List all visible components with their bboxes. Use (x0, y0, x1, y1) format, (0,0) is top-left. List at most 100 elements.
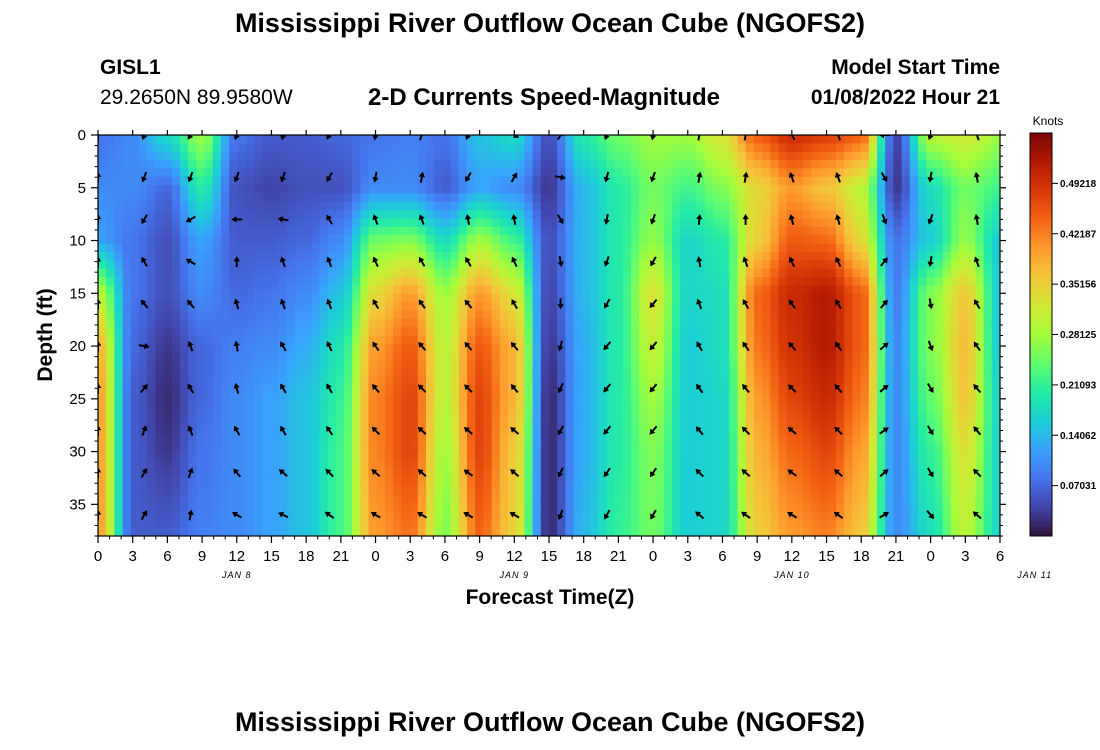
heatmap-cell (598, 185, 607, 195)
heatmap-cell (934, 368, 944, 378)
heatmap-cell (909, 527, 919, 536)
heatmap-cell (737, 160, 747, 170)
heatmap-cell (942, 235, 952, 245)
heatmap-cell (909, 335, 919, 345)
heatmap-cell (327, 444, 337, 454)
heatmap-cell (393, 419, 402, 428)
heatmap-cell (754, 377, 763, 387)
heatmap-cell (549, 268, 558, 278)
heatmap-cell (303, 210, 312, 220)
heatmap-cell (581, 302, 591, 312)
heatmap-cell (540, 385, 550, 395)
heatmap-cell (639, 393, 648, 403)
heatmap-cell (516, 435, 525, 445)
heatmap-cell (803, 469, 812, 479)
heatmap-cell (836, 435, 845, 445)
heatmap-cell (368, 360, 378, 370)
heatmap-cell (139, 435, 148, 445)
heatmap-cell (836, 494, 845, 504)
heatmap-cell (467, 502, 476, 512)
heatmap-cell (721, 368, 730, 378)
heatmap-cell (417, 527, 427, 536)
heatmap-cell (245, 293, 255, 303)
heatmap-cell (122, 226, 132, 236)
heatmap-cell (385, 176, 394, 186)
heatmap-cell (417, 135, 427, 144)
heatmap-cell (286, 318, 296, 328)
heatmap-cell (139, 393, 148, 403)
heatmap-cell (147, 435, 156, 445)
heatmap-cell (344, 494, 353, 504)
heatmap-cell (475, 527, 484, 536)
heatmap-cell (401, 268, 411, 278)
heatmap-cell (376, 277, 386, 286)
heatmap-cell (368, 260, 378, 270)
heatmap-cell (540, 135, 550, 144)
heatmap-cell (180, 377, 189, 387)
heatmap-cell (729, 343, 739, 353)
heatmap-cell (729, 485, 739, 495)
heatmap-cell (672, 427, 681, 437)
heatmap-cell (508, 410, 517, 420)
heatmap-cell (901, 485, 911, 495)
heatmap-cell (860, 143, 870, 153)
heatmap-cell (688, 210, 698, 220)
heatmap-cell (696, 201, 706, 211)
heatmap-cell (639, 477, 648, 487)
heatmap-cell (811, 235, 821, 245)
heatmap-cell (614, 285, 624, 295)
heatmap-cell (778, 251, 788, 261)
heatmap-cell (450, 226, 460, 236)
heatmap-cell (622, 151, 632, 161)
heatmap-cell (483, 226, 493, 236)
heatmap-cell (557, 402, 566, 412)
heatmap-cell (294, 377, 304, 387)
heatmap-cell (647, 293, 657, 303)
heatmap-cell (745, 410, 755, 420)
heatmap-cell (868, 160, 878, 170)
heatmap-cell (130, 402, 140, 412)
heatmap-cell (467, 335, 476, 345)
heatmap-cell (278, 410, 288, 420)
heatmap-cell (409, 343, 419, 353)
heatmap-cell (171, 293, 181, 303)
heatmap-cell (524, 519, 534, 529)
heatmap-cell (836, 402, 845, 412)
heatmap-cell (590, 527, 599, 536)
heatmap-cell (573, 235, 583, 245)
heatmap-cell (573, 393, 583, 403)
heatmap-cell (811, 402, 821, 412)
heatmap-cell (450, 360, 460, 370)
heatmap-cell (344, 327, 353, 337)
heatmap-cell (434, 485, 443, 495)
heatmap-cell (442, 477, 452, 487)
heatmap-cell (770, 419, 780, 428)
heatmap-cell (434, 335, 443, 345)
heatmap-cell (573, 368, 583, 378)
heatmap-cell (122, 419, 132, 428)
heatmap-cell (803, 210, 812, 220)
heatmap-cell (417, 151, 427, 161)
heatmap-cell (508, 310, 517, 320)
heatmap-cell (385, 393, 394, 403)
heatmap-cell (237, 201, 247, 211)
heatmap-cell (754, 277, 763, 286)
heatmap-cell (762, 235, 771, 245)
heatmap-cell (827, 435, 837, 445)
heatmap-cell (98, 302, 107, 312)
heatmap-cell (549, 235, 558, 245)
heatmap-cell (819, 201, 829, 211)
heatmap-cell (581, 385, 591, 395)
heatmap-cell (836, 243, 845, 253)
heatmap-cell (918, 352, 927, 362)
heatmap-cell (376, 410, 386, 420)
heatmap-cell (696, 160, 706, 170)
heatmap-cell (795, 201, 804, 211)
heatmap-cell (606, 469, 616, 479)
heatmap-cell (344, 368, 353, 378)
heatmap-cell (877, 160, 886, 170)
heatmap-cell (877, 469, 886, 479)
heatmap-cell (458, 460, 468, 470)
heatmap-cell (606, 410, 616, 420)
heatmap-cell (171, 460, 181, 470)
